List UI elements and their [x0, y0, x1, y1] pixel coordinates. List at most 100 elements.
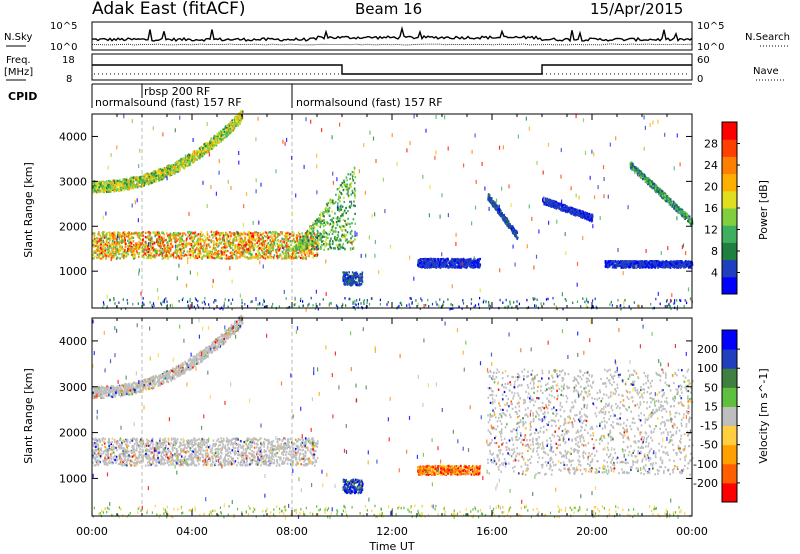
range-gate-cell	[141, 233, 144, 236]
range-gate-cell	[456, 257, 458, 261]
range-gate-cell	[445, 258, 447, 261]
range-gate-cell	[138, 231, 140, 234]
range-gate-cell	[135, 179, 137, 182]
range-gate-cell	[186, 159, 189, 162]
range-gate-cell	[106, 186, 109, 189]
noise-right-tick-bottom: 10^0	[697, 42, 724, 53]
range-gate-cell	[302, 257, 305, 260]
range-gate-cell	[179, 237, 181, 240]
range-gate-cell	[196, 234, 199, 237]
range-gate-cell	[214, 256, 217, 259]
range-gate-cell	[123, 178, 126, 181]
range-gate-cell	[221, 253, 223, 256]
range-gate-cell	[246, 239, 249, 242]
range-gate-cell	[138, 253, 140, 256]
range-gate-cell	[260, 242, 262, 245]
range-gate-cell	[250, 241, 253, 244]
range-gate-cell	[166, 246, 169, 249]
range-gate-cell	[419, 261, 422, 265]
range-gate-cell	[228, 123, 230, 126]
range-gate-cell	[103, 182, 105, 185]
range-gate-cell	[424, 257, 427, 261]
nave-label: Nave	[753, 66, 779, 77]
range-gate-cell	[229, 243, 232, 246]
range-gate-cell	[316, 254, 319, 257]
range-gate-cell	[304, 233, 306, 236]
range-gate-cell	[319, 235, 321, 238]
range-gate-cell	[339, 196, 341, 199]
range-gate-cell	[350, 204, 352, 207]
range-gate-cell	[342, 246, 345, 249]
range-gate-cell	[296, 235, 298, 238]
range-gate-cell	[271, 246, 273, 249]
range-gate-cell	[214, 247, 217, 250]
range-gate-cell	[93, 184, 96, 187]
range-gate-cell	[429, 265, 431, 268]
range-gate-cell	[345, 188, 347, 191]
range-gate-cell	[277, 245, 280, 248]
range-gate-cell	[300, 238, 302, 242]
range-gate-cell	[150, 255, 153, 258]
range-gate-cell	[175, 248, 177, 251]
range-gate-cell	[344, 248, 346, 251]
range-gate-cell	[332, 202, 334, 205]
range-gate-cell	[260, 255, 262, 258]
range-gate-cell	[198, 249, 201, 252]
range-gate-cell	[222, 131, 224, 134]
range-gate-cell	[341, 185, 343, 188]
range-gate-cell	[139, 232, 141, 235]
range-gate-cell	[166, 232, 168, 235]
range-gate-cell	[354, 272, 357, 275]
range-gate-cell	[227, 131, 230, 134]
range-gate-cell	[217, 132, 220, 135]
range-gate-cell	[304, 239, 306, 242]
range-gate-cell	[150, 236, 153, 239]
range-gate-cell	[241, 250, 243, 253]
range-gate-cell	[247, 231, 250, 234]
range-gate-cell	[129, 237, 132, 240]
range-gate-cell	[349, 206, 351, 209]
range-gate-cell	[320, 239, 323, 242]
range-gate-cell	[213, 144, 215, 147]
range-gate-cell	[198, 247, 201, 250]
range-gate-cell	[199, 249, 201, 253]
range-gate-cell	[97, 184, 99, 187]
range-gate-cell	[270, 234, 272, 238]
range-gate-cell	[124, 251, 127, 254]
range-gate-cell	[114, 246, 117, 249]
range-gate-cell	[269, 231, 271, 234]
range-gate-cell	[338, 195, 341, 198]
range-gate-cell	[203, 254, 205, 257]
range-gate-cell	[151, 239, 153, 242]
range-gate-cell	[293, 250, 296, 253]
range-gate-cell	[210, 252, 213, 255]
range-gate-cell	[232, 123, 234, 126]
range-gate-cell	[109, 254, 112, 257]
range-gate-cell	[337, 217, 339, 220]
range-gate-cell	[133, 185, 136, 188]
range-gate-cell	[462, 263, 465, 266]
range-gate-cell	[162, 249, 164, 252]
range-gate-cell	[261, 241, 264, 244]
range-gate-cell	[154, 171, 157, 174]
range-gate-cell	[213, 247, 215, 250]
range-gate-cell	[224, 257, 227, 260]
range-gate-cell	[337, 231, 340, 234]
range-gate-cell	[196, 240, 198, 243]
range-gate-cell	[249, 232, 252, 235]
range-gate-cell	[189, 159, 191, 162]
range-gate-cell	[186, 244, 188, 247]
range-gate-cell	[130, 180, 132, 183]
range-gate-cell	[194, 235, 196, 238]
range-gate-cell	[171, 169, 174, 172]
range-gate-cell	[193, 244, 195, 248]
range-gate-cell	[296, 251, 298, 254]
range-gate-cell	[180, 164, 183, 168]
range-gate-cell	[272, 239, 274, 242]
range-gate-cell	[346, 280, 349, 284]
range-gate-cell	[117, 231, 120, 235]
range-gate-cell	[242, 247, 244, 250]
range-gate-cell	[450, 265, 453, 268]
range-gate-cell	[312, 253, 314, 256]
range-gate-cell	[450, 260, 452, 263]
